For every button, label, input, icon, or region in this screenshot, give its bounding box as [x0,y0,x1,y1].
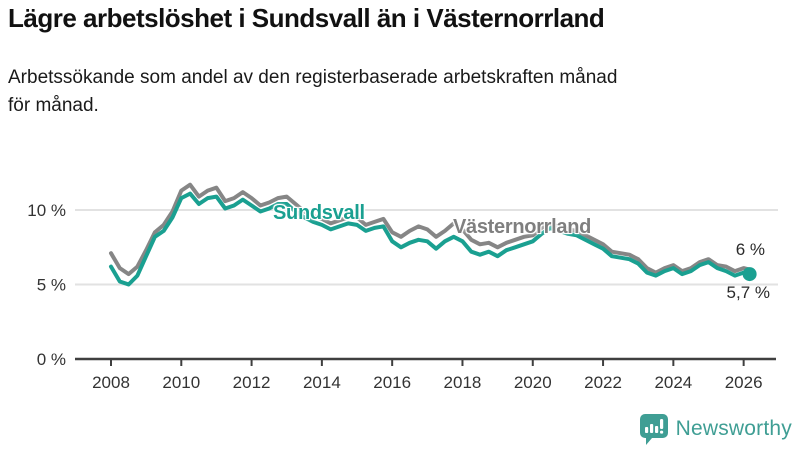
svg-text:2016: 2016 [373,373,411,392]
chart-subtitle: Arbetssökande som andel av den registerb… [8,64,792,119]
svg-text:2008: 2008 [92,373,130,392]
unemployment-line-chart: 0 % 5 % 10 % 2008 2010 2012 2014 2016 2018 2020 20… [27,182,778,392]
svg-text:2014: 2014 [303,373,341,392]
newsworthy-logo: Newsworthy [639,413,792,445]
svg-text:0 %: 0 % [37,350,66,369]
svg-text:2022: 2022 [584,373,622,392]
end-value-sundsvall: 5,7 % [726,283,770,302]
svg-text:2010: 2010 [162,373,200,392]
newsworthy-wordmark: Newsworthy [675,417,792,440]
svg-text:5 %: 5 % [37,276,66,295]
chart-subtitle-line1: Arbetssökande som andel av den registerb… [8,67,618,88]
svg-text:2024: 2024 [654,373,692,392]
svg-text:10 %: 10 % [27,201,66,220]
svg-text:2018: 2018 [444,373,482,392]
svg-text:2020: 2020 [514,373,552,392]
newsworthy-logo-icon [639,413,668,445]
end-value-vasternorrland: 6 % [735,240,765,259]
series-label-sundsvall: Sundsvall [273,202,365,224]
chart-title: Lägre arbetslöshet i Sundsvall än i Väst… [8,3,605,33]
svg-text:2012: 2012 [233,373,271,392]
series-label-vasternorrland: Västernorrland [453,216,592,238]
svg-text:2026: 2026 [725,373,763,392]
chart-subtitle-line2: för månad. [8,94,99,116]
